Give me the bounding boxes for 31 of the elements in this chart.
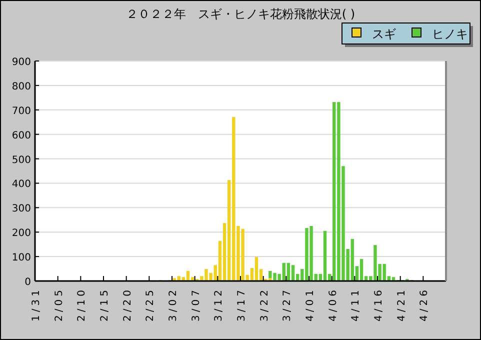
x-tick-label: 3/27 bbox=[282, 287, 294, 322]
chart-title: ２０２２年 スギ・ヒノキ花粉飛散状況( ) bbox=[126, 7, 356, 21]
x-tick-label: 4/01 bbox=[305, 287, 316, 322]
x-tick-label: 4/06 bbox=[328, 287, 339, 322]
x-tick-label: 2/25 bbox=[145, 287, 156, 322]
x-tick-label: 1/31 bbox=[31, 287, 42, 322]
y-tick-label: 800 bbox=[12, 81, 31, 92]
y-tick-label: 400 bbox=[12, 179, 31, 190]
legend-label: スギ bbox=[372, 27, 396, 41]
y-tick-label: 300 bbox=[12, 204, 31, 215]
x-tick-label: 2/20 bbox=[122, 287, 134, 322]
x-tick-label: 3/02 bbox=[168, 287, 179, 322]
y-tick-label: 100 bbox=[12, 252, 31, 264]
y-tick-label: 700 bbox=[12, 106, 31, 117]
x-tick-label: 2/05 bbox=[54, 287, 65, 322]
x-tick-label: 4/21 bbox=[396, 287, 408, 322]
x-tick-label: 3/22 bbox=[259, 287, 270, 322]
y-tick-label: 200 bbox=[12, 228, 31, 240]
legend-label: ヒノキ bbox=[432, 27, 468, 41]
y-tick-label: 900 bbox=[12, 57, 31, 68]
y-tick-label: 500 bbox=[12, 154, 31, 166]
x-tick-label: 4/26 bbox=[419, 287, 430, 322]
x-tick-label: 3/07 bbox=[190, 287, 202, 322]
x-tick-label: 4/16 bbox=[374, 287, 384, 322]
x-tick-label: 4/11 bbox=[350, 287, 362, 322]
y-tick-label: 0 bbox=[24, 277, 31, 288]
x-tick-label: 3/17 bbox=[236, 287, 248, 322]
x-tick-label: 2/10 bbox=[76, 287, 88, 322]
y-tick-label: 600 bbox=[12, 130, 31, 142]
x-tick-label: 3/12 bbox=[214, 287, 225, 322]
x-tick-label: 2/15 bbox=[100, 287, 110, 322]
